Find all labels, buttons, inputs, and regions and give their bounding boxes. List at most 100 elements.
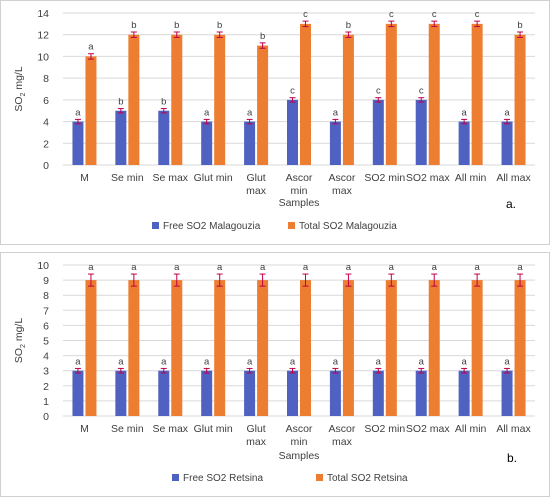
x-tick-label: Ascor — [286, 423, 313, 435]
bar — [158, 110, 170, 165]
legend-label: Free SO2 Retsina — [183, 473, 263, 484]
bar — [128, 34, 140, 165]
significance-label: b — [131, 20, 136, 31]
bar — [214, 34, 226, 165]
significance-label: b — [517, 20, 522, 31]
y-tick-label: 10 — [37, 51, 49, 63]
x-tick-label: Glut — [246, 172, 265, 184]
significance-label: a — [131, 262, 137, 273]
x-tick-label: Se min — [111, 172, 144, 184]
x-tick-label: All min — [455, 172, 487, 184]
bar — [244, 121, 256, 165]
bar — [158, 370, 170, 416]
y-tick-label: 5 — [43, 336, 49, 348]
significance-label: a — [333, 356, 339, 367]
y-tick-label: 2 — [43, 138, 49, 150]
bar — [458, 121, 470, 165]
significance-label: a — [474, 262, 480, 273]
y-tick-label: 0 — [43, 411, 49, 423]
bar — [214, 280, 226, 416]
x-tick-label: Ascor — [328, 172, 355, 184]
x-tick-label: max — [332, 185, 353, 197]
y-tick-label: 4 — [43, 351, 49, 363]
bar — [428, 280, 440, 416]
significance-label: b — [174, 20, 179, 31]
bar — [342, 280, 354, 416]
legend-label: Free SO2 Malagouzia — [163, 221, 261, 232]
x-tick-label: max — [332, 436, 353, 448]
bar — [300, 280, 311, 416]
significance-label: a — [88, 42, 94, 53]
bar — [514, 280, 526, 416]
significance-label: a — [174, 262, 180, 273]
bar — [201, 370, 213, 416]
significance-label: a — [247, 107, 253, 118]
x-tick-label: M — [80, 172, 89, 184]
bar — [372, 99, 384, 165]
significance-label: c — [290, 86, 295, 97]
x-tick-label: Ascor — [286, 172, 313, 184]
significance-label: a — [461, 356, 467, 367]
y-axis-label: SO2 mg/L — [13, 66, 27, 111]
significance-label: c — [389, 9, 394, 20]
bar — [329, 370, 341, 416]
x-tick-label: Se max — [152, 172, 188, 184]
x-tick-label: min — [291, 436, 308, 448]
bar — [128, 280, 140, 416]
panel-label: a. — [506, 197, 516, 211]
significance-label: a — [303, 262, 309, 273]
significance-label: a — [88, 262, 94, 273]
panel-label: b. — [507, 451, 517, 465]
x-tick-label: min — [291, 185, 308, 197]
x-tick-label: Ascor — [328, 423, 355, 435]
significance-label: a — [346, 262, 352, 273]
bar — [287, 99, 298, 165]
legend-swatch — [316, 474, 323, 481]
bar — [115, 370, 127, 416]
x-tick-label: SO2 min — [364, 423, 405, 435]
significance-label: b — [118, 97, 123, 108]
significance-label: a — [75, 356, 81, 367]
x-tick-label: Glut min — [194, 172, 233, 184]
y-tick-label: 4 — [43, 117, 49, 129]
bar — [415, 370, 427, 416]
y-tick-label: 10 — [37, 260, 49, 272]
y-tick-label: 6 — [43, 320, 49, 332]
bar — [342, 34, 354, 165]
significance-label: a — [504, 107, 510, 118]
significance-label: a — [247, 356, 253, 367]
bar — [385, 23, 397, 165]
legend-label: Total SO2 Retsina — [327, 473, 408, 484]
y-tick-label: 8 — [43, 290, 49, 302]
x-tick-label: SO2 max — [406, 423, 451, 435]
y-tick-label: 2 — [43, 381, 49, 393]
bar — [385, 280, 397, 416]
significance-label: a — [432, 262, 438, 273]
y-tick-label: 8 — [43, 73, 49, 85]
x-tick-label: All max — [496, 172, 531, 184]
y-tick-label: 1 — [43, 396, 49, 408]
legend-swatch — [172, 474, 179, 481]
y-tick-label: 6 — [43, 95, 49, 107]
significance-label: a — [461, 107, 467, 118]
bar — [287, 370, 298, 416]
x-tick-label: Se min — [111, 423, 144, 435]
y-tick-label: 0 — [43, 160, 49, 172]
bar — [244, 370, 256, 416]
significance-label: a — [504, 356, 510, 367]
bar — [300, 23, 311, 165]
significance-label: c — [475, 9, 480, 20]
bar — [72, 370, 84, 416]
y-tick-label: 3 — [43, 366, 49, 378]
significance-label: a — [376, 356, 382, 367]
significance-label: a — [204, 356, 210, 367]
bar — [514, 34, 526, 165]
significance-label: a — [260, 262, 266, 273]
significance-label: b — [260, 31, 265, 42]
significance-label: c — [303, 9, 308, 20]
x-tick-label: SO2 min — [364, 172, 405, 184]
y-axis-label: SO2 mg/L — [13, 318, 27, 363]
bar — [85, 280, 97, 416]
significance-label: a — [217, 262, 223, 273]
